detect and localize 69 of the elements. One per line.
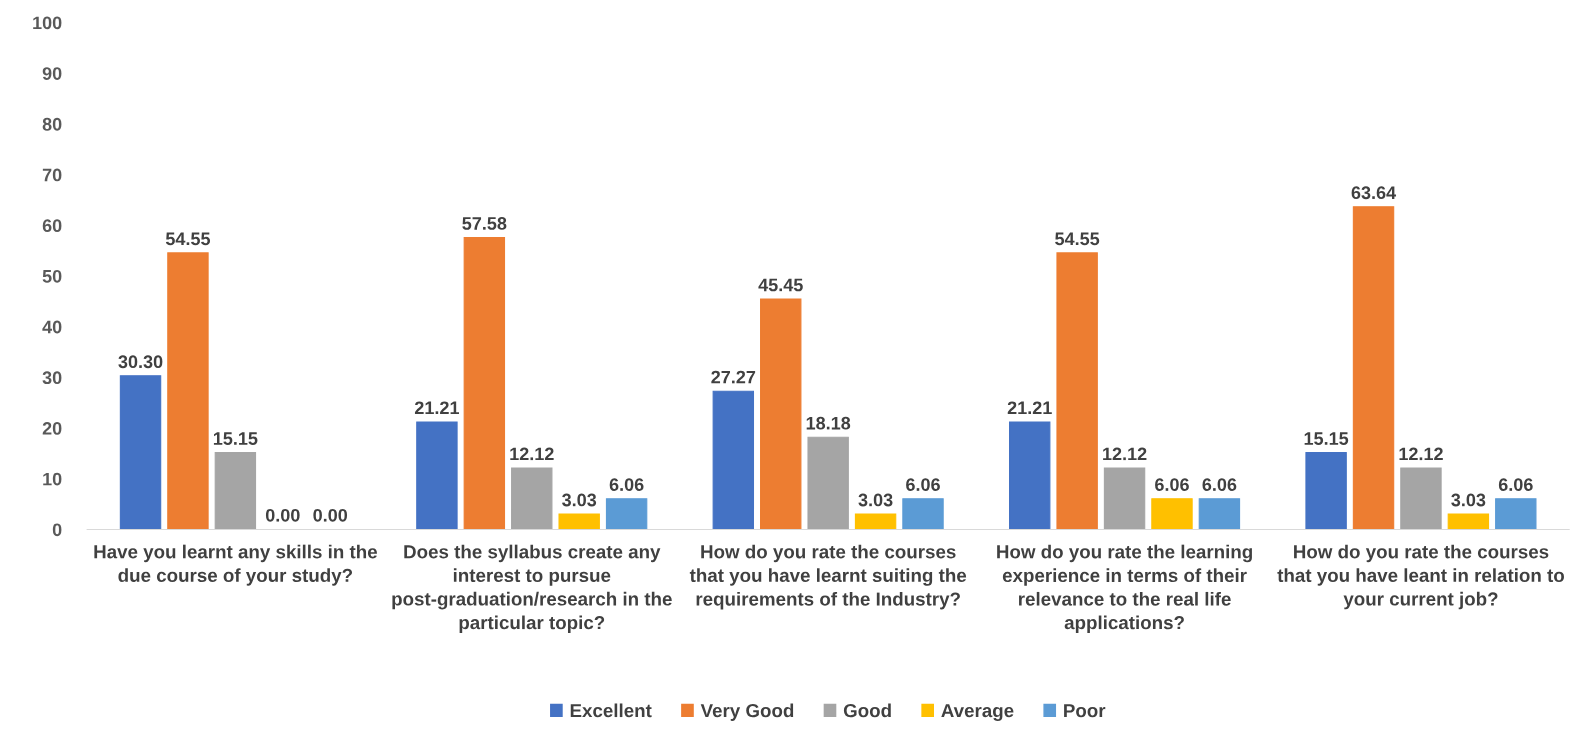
bar bbox=[1103, 467, 1146, 530]
data-label: 3.03 bbox=[858, 493, 893, 507]
bar bbox=[1305, 452, 1347, 530]
data-label: 21.21 bbox=[1007, 401, 1052, 415]
bar bbox=[902, 498, 944, 530]
data-label: 6.06 bbox=[906, 478, 940, 491]
y-tick-label: 20 bbox=[42, 422, 62, 435]
bar bbox=[1151, 498, 1193, 530]
data-label: 57.58 bbox=[462, 217, 507, 230]
bar bbox=[1400, 467, 1442, 530]
bar bbox=[712, 390, 755, 530]
legend-label: Average bbox=[941, 704, 1014, 722]
bar bbox=[558, 513, 600, 530]
data-label: 27.27 bbox=[711, 370, 756, 384]
data-label: 3.03 bbox=[562, 493, 597, 507]
x-tick-label: How do you rate the courses that you have leant in relation to your current job? bbox=[1277, 544, 1564, 610]
bar bbox=[1352, 206, 1395, 530]
x-tick-label: How do you rate the courses that you have learnt suiting the requirements of the Industry? bbox=[689, 544, 967, 610]
bar bbox=[1447, 513, 1490, 530]
y-tick-label: 50 bbox=[42, 269, 62, 283]
bar bbox=[1056, 252, 1098, 530]
data-label: 12.12 bbox=[1399, 447, 1443, 461]
bar bbox=[511, 467, 553, 530]
y-tick-label: 40 bbox=[42, 320, 62, 334]
data-label: 54.55 bbox=[165, 232, 211, 246]
data-label: 15.15 bbox=[1304, 432, 1349, 445]
legend-label: Excellent bbox=[570, 703, 652, 718]
data-label: 30.30 bbox=[118, 355, 163, 369]
bar bbox=[605, 498, 648, 530]
data-label: 15.15 bbox=[213, 432, 258, 445]
data-label: 6.06 bbox=[609, 478, 644, 491]
data-label: 18.18 bbox=[806, 416, 851, 430]
y-tick-label: 10 bbox=[43, 472, 62, 486]
x-tick-label: How do you rate the learning experience in terms of their relevance to the real life applications? bbox=[997, 544, 1252, 633]
bar bbox=[854, 513, 897, 530]
data-label: 6.06 bbox=[1202, 478, 1237, 491]
data-label: 0.00 bbox=[265, 508, 300, 522]
y-tick-label: 30 bbox=[42, 371, 62, 385]
bar bbox=[1009, 421, 1051, 530]
bar bbox=[463, 237, 506, 530]
data-label: 12.12 bbox=[1103, 447, 1147, 461]
data-label: 3.03 bbox=[1451, 493, 1486, 507]
data-label: 0.00 bbox=[313, 508, 348, 522]
bar bbox=[760, 298, 802, 530]
bar bbox=[1495, 498, 1537, 530]
bar bbox=[416, 421, 458, 530]
legend-label: Good bbox=[843, 703, 891, 718]
bar bbox=[214, 452, 257, 530]
x-tick-label: Does the syllabus create any interest to pursue post-graduation/research in the particular topic? bbox=[392, 544, 672, 633]
legend-label: Poor bbox=[1064, 704, 1106, 718]
legend-label: Very Good bbox=[700, 703, 794, 721]
data-label: 12.12 bbox=[510, 447, 554, 461]
bar bbox=[119, 375, 162, 530]
x-tick-label: Have you learnt any skills in the due course of your study? bbox=[94, 544, 377, 586]
y-tick-label: 80 bbox=[42, 117, 62, 131]
bar bbox=[167, 252, 209, 530]
y-tick-label: 60 bbox=[42, 219, 62, 233]
data-label: 45.45 bbox=[758, 278, 803, 292]
data-label: 6.06 bbox=[1498, 478, 1533, 491]
y-tick-label: 90 bbox=[42, 67, 62, 80]
y-tick-label: 70 bbox=[42, 168, 62, 182]
data-label: 6.06 bbox=[1155, 478, 1189, 491]
data-label: 21.21 bbox=[414, 401, 460, 415]
y-tick-label: 100 bbox=[33, 16, 62, 30]
y-tick-label: 0 bbox=[52, 523, 62, 537]
data-label: 54.55 bbox=[1055, 232, 1100, 246]
data-label: 63.64 bbox=[1351, 186, 1397, 200]
bar bbox=[807, 436, 849, 530]
bar bbox=[1198, 498, 1241, 530]
